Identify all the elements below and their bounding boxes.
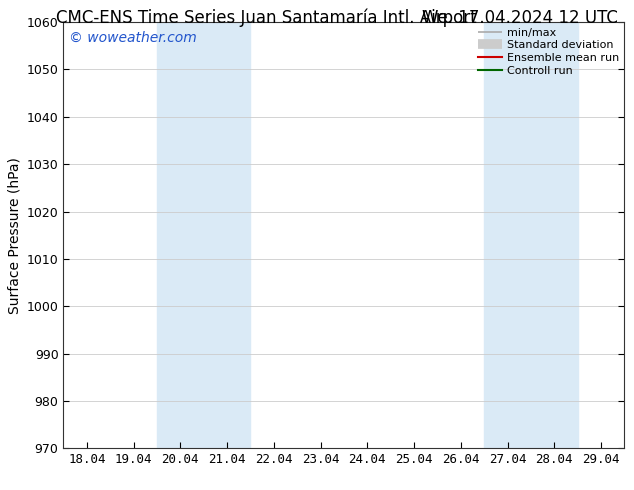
Legend: min/max, Standard deviation, Ensemble mean run, Controll run: min/max, Standard deviation, Ensemble me… [476,25,621,78]
Bar [484,22,578,448]
Text: © woweather.com: © woweather.com [69,30,197,45]
Y-axis label: Surface Pressure (hPa): Surface Pressure (hPa) [7,157,21,314]
Text: CMC-ENS Time Series Juan Santamaría Intl. Airport: CMC-ENS Time Series Juan Santamaría Intl… [56,9,477,27]
Text: We. 17.04.2024 12 UTC: We. 17.04.2024 12 UTC [422,9,618,27]
Bar [157,22,250,448]
